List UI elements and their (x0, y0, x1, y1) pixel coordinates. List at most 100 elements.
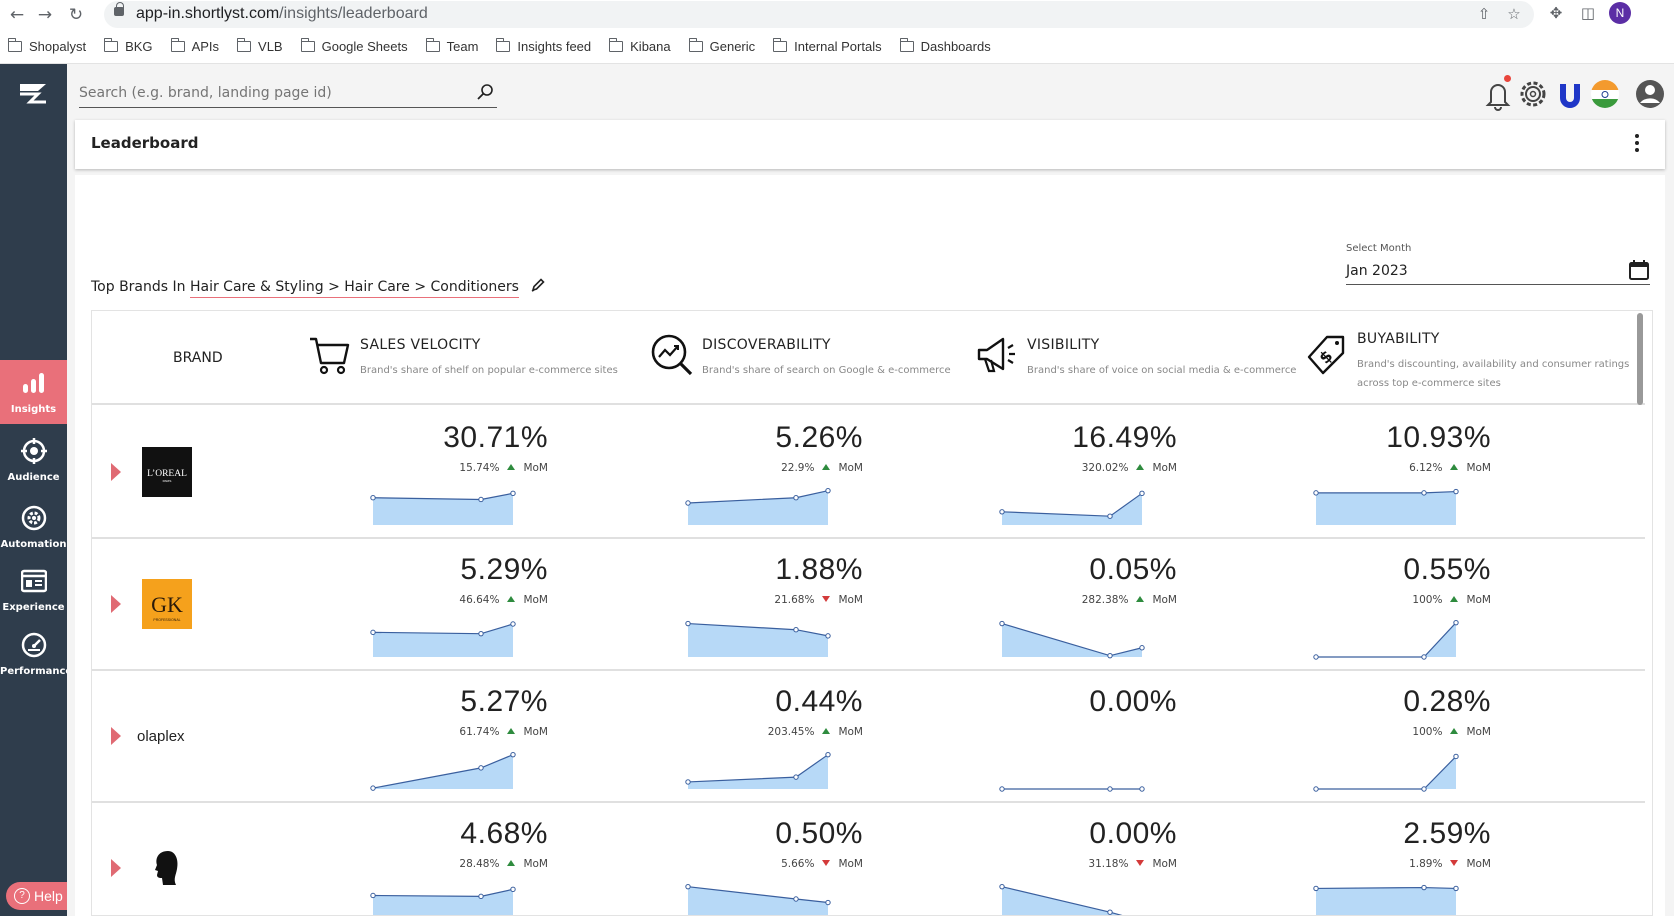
sidebar-item-audience[interactable]: Audience (0, 428, 67, 492)
svg-text:PARIS: PARIS (163, 479, 172, 483)
bookmark-item[interactable]: Team (425, 36, 478, 56)
unilever-logo-icon[interactable] (1555, 76, 1585, 112)
edit-pencil-icon[interactable] (531, 278, 546, 292)
extensions-icon[interactable]: ✥ (1549, 4, 1563, 22)
bookmark-label: Internal Portals (794, 38, 882, 54)
metric-value: 16.49% (1072, 421, 1177, 454)
bookmark-item[interactable]: Shopalyst (8, 36, 86, 56)
lock-icon (114, 2, 124, 16)
metric-cell[interactable]: 0.50% 5.66% MoM (607, 803, 917, 915)
app-logo[interactable] (18, 81, 48, 105)
india-flag-icon[interactable] (1589, 76, 1621, 112)
search-icon[interactable] (477, 84, 493, 100)
sidebar-item-performance[interactable]: Performance (0, 622, 72, 686)
month-picker[interactable]: Jan 2023 (1346, 259, 1650, 285)
metric-cell[interactable]: 2.59% 1.89% MoM (1235, 803, 1545, 915)
metric-cell[interactable]: 0.00% (921, 671, 1231, 803)
expand-row-icon[interactable] (111, 595, 121, 613)
bookmark-item[interactable]: Kibana (609, 36, 671, 56)
sidebar-item-insights[interactable]: Insights (0, 360, 67, 424)
metric-value: 4.68% (460, 817, 548, 850)
table-row[interactable]: L’OREAL PARIS 30.71% 15.74% MoM 5.26% 22.9% MoM… (92, 407, 1645, 539)
address-bar[interactable]: app-in.shortlyst.com/insights/leaderboar… (104, 1, 1534, 28)
gk-hair-logo: GK PROFESSIONAL (142, 579, 192, 629)
share-icon[interactable]: ⇧ (1477, 5, 1491, 23)
bookmark-item[interactable]: Generic (688, 36, 755, 56)
sidepanel-icon[interactable]: ◫ (1580, 4, 1596, 22)
sidebar-item-automation[interactable]: Automation (0, 495, 67, 559)
mom-label: MoM (1466, 858, 1491, 870)
folder-icon (899, 37, 914, 52)
metric-cell[interactable]: 0.44% 203.45% MoM (607, 671, 917, 803)
sparkline-point (825, 899, 831, 906)
bookmark-item[interactable]: Insights feed (496, 36, 591, 56)
trend-up-icon (822, 728, 831, 734)
table-row[interactable]: olaplex 5.27% 61.74% MoM 0.44% 203.45% MoM 0.00… (92, 671, 1645, 803)
metric-cell[interactable]: 4.68% 28.48% MoM (292, 803, 602, 915)
mom-label: MoM (523, 594, 548, 606)
category-breadcrumb[interactable]: Hair Care & Styling > Hair Care > Condit… (189, 279, 519, 298)
mom-percent: 31.18% (1088, 858, 1129, 870)
metric-cell[interactable]: 10.93% 6.12% MoM (1235, 407, 1545, 539)
forward-icon[interactable]: → (37, 5, 53, 25)
metric-cell[interactable]: 5.27% 61.74% MoM (292, 671, 602, 803)
metric-cell[interactable]: 1.88% 21.68% MoM (607, 539, 917, 671)
reload-icon[interactable]: ↻ (68, 5, 84, 25)
metric-description: Brand's share of voice on social media &… (1027, 365, 1297, 376)
sparkline-chart (370, 490, 516, 525)
search-input[interactable] (79, 80, 459, 106)
sparkline-point (1453, 488, 1459, 495)
expand-row-icon[interactable] (111, 727, 121, 745)
trend-up-icon (1450, 728, 1459, 734)
folder-icon (609, 37, 624, 52)
select-month-label: Select Month (1346, 243, 1412, 254)
sparkline-point (370, 629, 376, 636)
user-account-icon[interactable] (1634, 76, 1666, 112)
expand-row-icon[interactable] (111, 463, 121, 481)
bookmark-item[interactable]: Dashboards (899, 36, 991, 56)
more-options-icon[interactable] (1635, 134, 1641, 154)
help-label: Help (34, 888, 63, 904)
sparkline-chart (685, 883, 831, 915)
bell-icon[interactable] (1483, 76, 1513, 112)
sparkline-area (373, 754, 513, 789)
mom-change: 282.38% MoM (1082, 594, 1177, 606)
leaderboard-card: Top Brands In Hair Care & Styling > Hair… (75, 175, 1665, 916)
table-row[interactable]: GK PROFESSIONAL 5.29% 46.64% MoM 1.88% 21.68% M… (92, 539, 1645, 671)
expand-row-icon[interactable] (111, 859, 121, 877)
bookmark-item[interactable]: Google Sheets (300, 36, 408, 56)
table-row[interactable]: 4.68% 28.48% MoM 0.50% 5.66% MoM 0.00% 31.18% Mo… (92, 803, 1645, 915)
metric-cell[interactable]: 0.05% 282.38% MoM (921, 539, 1231, 671)
back-icon[interactable]: ← (9, 5, 25, 25)
selected-month[interactable]: Jan 2023 (1346, 263, 1408, 279)
bookmark-item[interactable]: BKG (104, 36, 153, 56)
mom-label: MoM (1466, 462, 1491, 474)
sparkline-point (825, 751, 831, 758)
sidebar-item-label: Automation (0, 539, 67, 550)
profile-avatar[interactable]: N (1609, 2, 1631, 24)
top-brands-prefix: Top Brands In (91, 279, 186, 295)
metric-cell[interactable]: 5.29% 46.64% MoM (292, 539, 602, 671)
star-icon[interactable]: ☆ (1507, 5, 1521, 23)
metric-cell[interactable]: 5.26% 22.9% MoM (607, 407, 917, 539)
bookmark-item[interactable]: APIs (170, 36, 219, 56)
table-scrollbar[interactable] (1637, 313, 1643, 405)
mom-change: 100% MoM (1412, 594, 1491, 606)
layout-icon (21, 569, 47, 593)
settings-icon[interactable] (1518, 76, 1548, 112)
sparkline-chart (999, 786, 1145, 792)
url-text[interactable]: app-in.shortlyst.com/insights/leaderboar… (136, 5, 428, 22)
mom-change: 203.45% MoM (768, 726, 863, 738)
metric-cell[interactable]: 0.00% 31.18% MoM (921, 803, 1231, 915)
calendar-icon[interactable] (1628, 259, 1650, 281)
bookmark-label: Google Sheets (321, 38, 408, 54)
bookmark-item[interactable]: VLB (237, 36, 283, 56)
mom-label: MoM (523, 726, 548, 738)
metric-cell[interactable]: 30.71% 15.74% MoM (292, 407, 602, 539)
bookmark-item[interactable]: Internal Portals (773, 36, 882, 56)
metric-cell[interactable]: 0.55% 100% MoM (1235, 539, 1545, 671)
metric-cell[interactable]: 16.49% 320.02% MoM (921, 407, 1231, 539)
mom-percent: 61.74% (459, 726, 500, 738)
sidebar-item-experience[interactable]: Experience (0, 558, 67, 622)
metric-cell[interactable]: 0.28% 100% MoM (1235, 671, 1545, 803)
